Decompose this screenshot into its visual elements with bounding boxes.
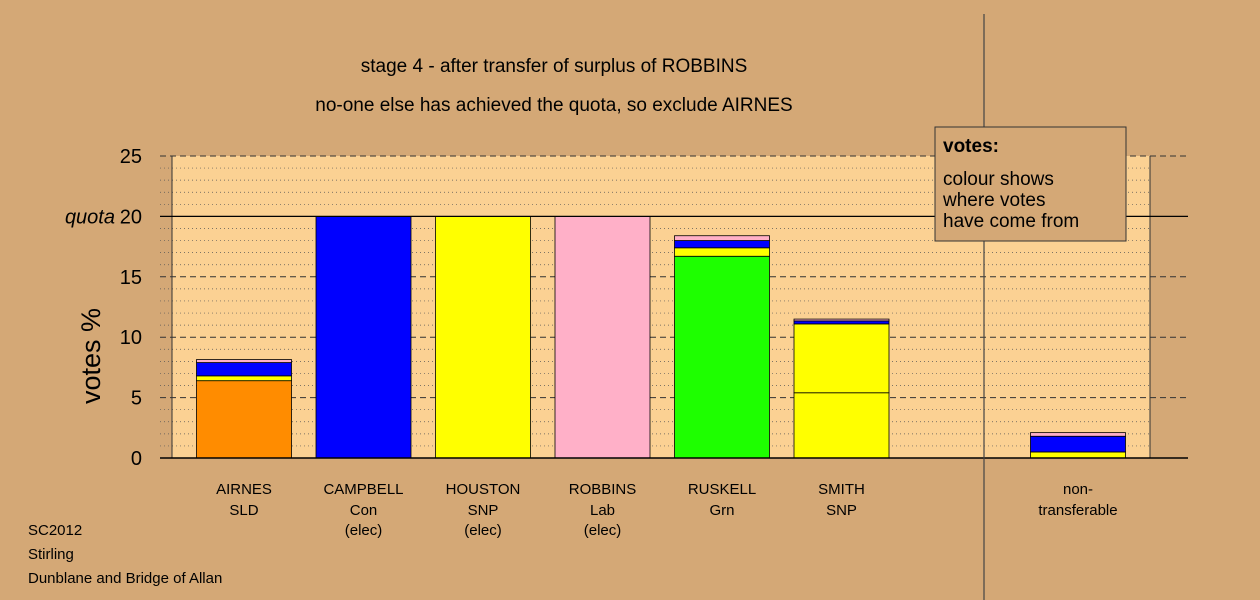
x-label-note: (elec) (345, 522, 383, 539)
x-label-party: Lab (590, 502, 615, 519)
x-label-candidate: AIRNES (216, 481, 272, 498)
quota-label: quota (65, 206, 115, 228)
footer-council: Stirling (28, 546, 74, 563)
bar-ruskell-segment (675, 236, 770, 241)
bar-smith-segment (794, 319, 889, 321)
footer-code: SC2012 (28, 522, 82, 539)
y-tick-label: 15 (120, 267, 142, 289)
y-axis-label: votes % (76, 308, 106, 404)
bar-ruskell-segment (675, 256, 770, 458)
x-label-candidate: ROBBINS (569, 481, 637, 498)
bar-non-transferable-segment (1031, 452, 1126, 458)
bar-airnes-segment (197, 376, 292, 381)
bar-ruskell-segment (675, 241, 770, 248)
x-label-party: Grn (709, 502, 734, 519)
x-label-candidate: HOUSTON (446, 481, 521, 498)
x-label-candidate: RUSKELL (688, 481, 756, 498)
x-label-party: SNP (468, 502, 499, 519)
legend: votes: colour shows where votes have com… (935, 127, 1126, 241)
chart-title: stage 4 - after transfer of surplus of R… (361, 56, 748, 77)
x-label-candidate: SMITH (818, 481, 865, 498)
bar-airnes-segment (197, 363, 292, 376)
y-tick-label: 0 (131, 448, 142, 470)
bar-ruskell-segment (675, 248, 770, 256)
bar-robbins-segment (555, 216, 650, 458)
bar-non-transferable-segment (1031, 433, 1126, 437)
bar-non-transferable-segment (1031, 436, 1126, 452)
bar-airnes-segment (197, 381, 292, 458)
bar-campbell-segment (316, 216, 411, 458)
x-label-party: SNP (826, 502, 857, 519)
y-tick-label: 5 (131, 388, 142, 410)
legend-line-2: where votes (942, 190, 1045, 211)
bar-smith-segment (794, 324, 889, 393)
x-label-nontransferable: non- (1063, 481, 1093, 498)
x-label-party: Con (350, 502, 378, 519)
y-tick-label: 10 (120, 327, 142, 349)
legend-title: votes: (943, 136, 999, 157)
bar-houston-segment (436, 216, 531, 458)
x-label-note: (elec) (464, 522, 502, 539)
x-label-nontransferable: transferable (1038, 502, 1117, 519)
footer-ward: Dunblane and Bridge of Allan (28, 570, 222, 587)
y-tick-label: 25 (120, 146, 142, 168)
x-label-party: SLD (229, 502, 258, 519)
legend-line-3: have come from (943, 211, 1079, 232)
legend-line-1: colour shows (943, 169, 1054, 190)
bar-smith-segment (794, 321, 889, 324)
y-tick-label: 20 (120, 206, 142, 228)
bar-smith-segment (794, 393, 889, 458)
x-label-candidate: CAMPBELL (323, 481, 403, 498)
chart-subtitle: no-one else has achieved the quota, so e… (315, 95, 792, 116)
x-label-note: (elec) (584, 522, 622, 539)
bar-airnes-segment (197, 360, 292, 363)
